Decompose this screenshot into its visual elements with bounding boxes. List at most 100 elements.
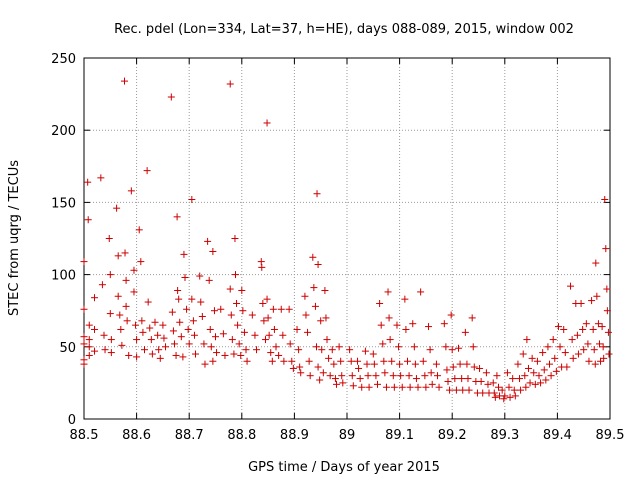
y-tick-label: 0 — [68, 413, 76, 428]
data-point — [168, 308, 176, 316]
data-point — [458, 375, 466, 383]
data-point — [169, 327, 177, 335]
data-point — [603, 285, 611, 293]
data-point — [210, 307, 218, 315]
data-point — [130, 288, 138, 296]
data-point — [568, 336, 576, 344]
data-point — [162, 343, 170, 351]
data-point — [231, 271, 239, 279]
data-point — [127, 187, 135, 195]
data-point — [217, 305, 225, 313]
data-point — [285, 305, 293, 313]
data-point — [156, 354, 164, 362]
data-point — [356, 375, 364, 383]
data-point — [482, 369, 490, 377]
data-point — [177, 333, 185, 341]
x-tick-label: 88.6 — [122, 428, 151, 443]
data-point — [355, 364, 363, 372]
data-point — [603, 307, 611, 315]
data-point — [189, 317, 197, 325]
data-point — [239, 307, 247, 315]
data-point — [114, 292, 122, 300]
data-point — [417, 288, 425, 296]
data-point — [469, 343, 477, 351]
data-point — [196, 272, 204, 280]
data-point — [503, 369, 511, 377]
data-point — [230, 350, 238, 358]
data-point — [549, 336, 557, 344]
data-point — [386, 336, 394, 344]
data-point — [537, 379, 545, 387]
data-point — [388, 357, 396, 365]
data-point — [588, 297, 596, 305]
data-point — [105, 235, 113, 242]
data-point — [97, 174, 105, 182]
data-point — [335, 343, 343, 351]
data-point — [226, 80, 234, 88]
data-point — [401, 295, 409, 303]
data-point — [213, 349, 221, 357]
data-point — [317, 317, 325, 325]
data-point — [113, 204, 121, 212]
data-point — [464, 375, 472, 383]
data-point — [197, 298, 205, 306]
data-point — [167, 93, 175, 101]
data-point — [377, 321, 385, 329]
data-point — [91, 294, 99, 302]
data-point — [269, 305, 277, 313]
data-point — [314, 363, 322, 371]
data-point — [552, 367, 560, 375]
data-point — [261, 336, 269, 344]
data-point — [85, 321, 93, 329]
data-point — [595, 340, 603, 348]
data-point — [200, 340, 208, 348]
data-point — [107, 336, 115, 344]
data-point — [524, 364, 532, 372]
data-point — [318, 346, 326, 354]
data-point — [448, 346, 456, 354]
data-point — [455, 344, 463, 352]
data-point — [338, 372, 346, 380]
data-point — [270, 325, 278, 333]
data-point — [319, 369, 327, 377]
data-point — [322, 314, 330, 322]
data-point — [509, 375, 517, 383]
data-point — [602, 245, 610, 253]
x-tick-label: 89.3 — [490, 428, 519, 443]
data-point — [326, 372, 334, 380]
data-point — [410, 343, 418, 351]
data-point — [173, 213, 181, 221]
data-point — [494, 383, 502, 391]
data-point — [382, 383, 390, 391]
data-point — [505, 383, 513, 391]
data-point — [107, 349, 115, 357]
data-point — [151, 318, 159, 326]
data-point — [323, 336, 331, 344]
data-point — [348, 372, 356, 380]
data-point — [414, 383, 422, 391]
y-axis-label: STEC from uqrg / TECUs — [7, 160, 22, 316]
data-point — [180, 250, 188, 258]
data-point — [306, 372, 314, 380]
data-point — [459, 386, 467, 394]
data-point — [313, 190, 321, 198]
data-point — [500, 395, 508, 403]
data-point — [316, 376, 324, 384]
data-point — [393, 321, 401, 329]
data-point — [80, 333, 88, 341]
data-point — [535, 372, 543, 380]
data-point — [506, 393, 514, 401]
data-point — [219, 330, 227, 338]
data-point — [406, 383, 414, 391]
data-point — [301, 292, 309, 300]
data-point — [470, 363, 478, 371]
data-point — [456, 360, 464, 368]
data-point — [591, 360, 599, 368]
data-point — [201, 360, 209, 368]
data-point — [143, 167, 151, 175]
data-point — [243, 357, 251, 365]
data-point — [465, 386, 473, 394]
data-point — [585, 357, 593, 365]
data-point — [121, 77, 129, 85]
